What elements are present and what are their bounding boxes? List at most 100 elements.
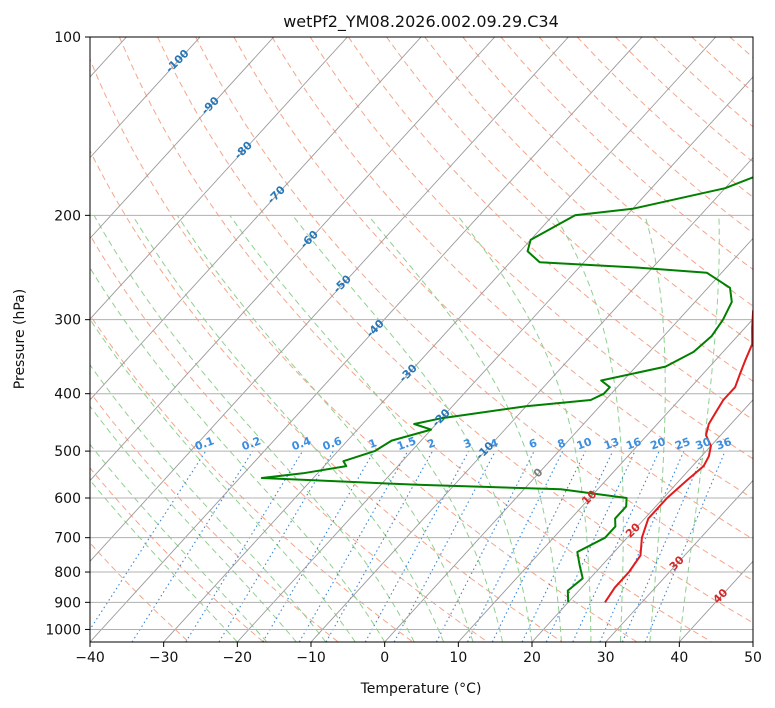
moist-adiabat bbox=[90, 318, 356, 642]
chart-title: wetPf2_YM08.2026.002.09.29.C34 bbox=[283, 12, 559, 32]
moist-adiabat bbox=[90, 479, 238, 642]
mixing-ratio-line bbox=[218, 450, 334, 642]
mixing-ratio-line bbox=[298, 450, 409, 642]
mixing-ratio-label: 1 bbox=[367, 436, 379, 451]
y-tick-label: 1000 bbox=[45, 622, 81, 638]
x-tick-label: 0 bbox=[380, 650, 389, 666]
mixing-ratio-line bbox=[621, 450, 705, 642]
isotherm-line bbox=[237, 76, 753, 642]
dry-adiabat bbox=[90, 391, 339, 642]
mixing-ratio-line bbox=[185, 450, 304, 642]
x-tick-label: 30 bbox=[597, 650, 615, 666]
moist-adiabat bbox=[367, 214, 562, 642]
moist-adiabat bbox=[229, 215, 503, 642]
x-axis-label: Temperature (°C) bbox=[360, 681, 482, 697]
isotherm-line bbox=[90, 37, 348, 320]
dry-adiabat bbox=[271, 37, 753, 500]
y-axis: 100 200 300 400 500 600 700 800 900 1000 bbox=[45, 30, 90, 638]
y-tick-label: 600 bbox=[54, 491, 81, 507]
mixing-ratio-line bbox=[90, 450, 207, 631]
inline-labels: 0.1 0.2 0.4 0.6 1 1.5 2 3 4 6 8 10 13 16 20 25 30 36-100-… bbox=[163, 47, 734, 607]
isotherm-line bbox=[605, 479, 753, 642]
pressure-gridlines bbox=[90, 37, 753, 630]
mixing-ratio-line bbox=[364, 450, 470, 642]
mixing-ratio-label: 16 bbox=[624, 435, 643, 453]
moist-adiabat bbox=[456, 214, 592, 642]
moist-adiabat bbox=[678, 215, 720, 642]
mixing-ratio-label: 25 bbox=[673, 435, 692, 452]
isotherm-line bbox=[531, 399, 753, 642]
dry-adiabat bbox=[347, 37, 753, 421]
dry-adiabat bbox=[90, 58, 638, 642]
dry-adiabat bbox=[90, 467, 264, 642]
mixing-ratio-label: 6 bbox=[527, 436, 539, 451]
moist-adiabat bbox=[93, 215, 415, 642]
plot-frame bbox=[89, 36, 754, 643]
y-axis-label: Pressure (hPa) bbox=[12, 289, 28, 389]
mixing-ratio-line bbox=[393, 450, 496, 642]
mixing-ratio-label: 1.5 bbox=[395, 434, 418, 453]
dewpoint-profile bbox=[260, 176, 753, 603]
isotherm-line bbox=[458, 318, 753, 642]
x-tick-label: −10 bbox=[296, 650, 326, 666]
mixing-ratio-label: 0.6 bbox=[321, 434, 344, 453]
mixing-ratio-label: 8 bbox=[556, 436, 568, 451]
moist-adiabat bbox=[644, 215, 666, 642]
x-tick-label: 10 bbox=[449, 650, 467, 666]
dry-adiabat bbox=[157, 37, 753, 624]
isotherm-line bbox=[90, 37, 569, 562]
dry-adiabat bbox=[90, 234, 488, 642]
x-tick-label: 20 bbox=[523, 650, 541, 666]
y-tick-label: 200 bbox=[54, 208, 81, 224]
plot-area bbox=[90, 37, 753, 642]
isotherm-line bbox=[384, 237, 753, 642]
moist-adiabat bbox=[90, 405, 297, 642]
dry-adiabat bbox=[195, 37, 753, 582]
isotherm-line bbox=[90, 37, 496, 482]
isotherm-line bbox=[90, 37, 201, 159]
x-tick-label: −40 bbox=[75, 650, 105, 666]
y-tick-label: 300 bbox=[54, 313, 81, 329]
mixing-ratio-line bbox=[644, 450, 726, 642]
mixing-ratio-label: 36 bbox=[714, 435, 733, 453]
y-tick-label: 700 bbox=[54, 531, 81, 547]
mixing-ratio-label: 0.4 bbox=[290, 434, 313, 453]
temperature-profile bbox=[604, 308, 753, 603]
y-tick-label: 500 bbox=[54, 444, 81, 460]
x-tick-label: −30 bbox=[149, 650, 179, 666]
x-axis: −40 −30 −20 −10 0 10 20 30 40 50 bbox=[75, 642, 762, 666]
mixing-ratio-label: 30 bbox=[694, 435, 713, 453]
y-tick-label: 900 bbox=[54, 595, 81, 611]
mixing-ratio-label: 20 bbox=[649, 435, 668, 453]
moist-adiabats bbox=[90, 214, 720, 642]
dry-adiabat bbox=[309, 37, 753, 460]
y-tick-label: 400 bbox=[54, 387, 81, 403]
isotherm-line bbox=[310, 156, 753, 642]
mixing-ratio-line bbox=[131, 450, 254, 642]
dry-adiabat bbox=[233, 37, 753, 540]
isotherm-line bbox=[163, 37, 717, 642]
x-tick-label: −20 bbox=[223, 650, 253, 666]
moist-adiabat bbox=[132, 215, 445, 642]
mixing-ratio-line bbox=[572, 450, 660, 642]
mixing-ratio-line bbox=[325, 450, 434, 642]
mixing-ratio-label: 10 bbox=[575, 435, 594, 453]
profile-series bbox=[260, 176, 753, 603]
mixing-ratio-label: 13 bbox=[602, 435, 621, 452]
dry-adiabat bbox=[90, 149, 563, 642]
mixing-ratio-label: 4 bbox=[488, 436, 500, 451]
mixing-ratio-label: 0.1 bbox=[193, 434, 216, 453]
y-tick-label: 800 bbox=[54, 565, 81, 581]
mixing-ratio-label: 3 bbox=[462, 436, 474, 451]
mixing-ratio-label: 2 bbox=[426, 436, 438, 451]
x-tick-label: 40 bbox=[670, 650, 688, 666]
x-tick-label: 50 bbox=[744, 650, 762, 666]
moist-adiabat bbox=[90, 266, 386, 642]
mixing-ratio-line bbox=[262, 450, 375, 642]
y-tick-label: 100 bbox=[54, 30, 81, 46]
isotherm-line bbox=[90, 37, 422, 401]
isotherm-line bbox=[90, 37, 643, 642]
moist-adiabat bbox=[292, 214, 533, 642]
